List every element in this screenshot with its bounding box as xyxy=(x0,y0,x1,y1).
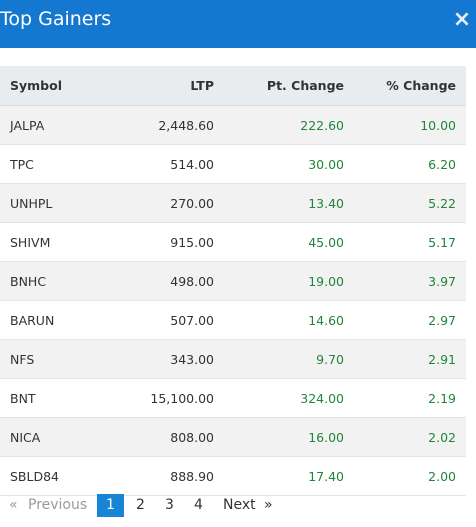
symbol-cell[interactable]: BNHC xyxy=(0,261,120,301)
ltp-cell: 888.90 xyxy=(120,456,214,496)
symbol-cell[interactable]: BARUN xyxy=(0,300,120,340)
pct-change-cell: 2.97 xyxy=(344,300,466,340)
page-button-1[interactable]: 1 xyxy=(97,494,124,517)
table-row[interactable]: SBLD84 888.90 17.40 2.00 xyxy=(0,456,466,496)
ltp-cell: 270.00 xyxy=(120,183,214,223)
column-header-pct-change[interactable]: % Change xyxy=(344,66,466,106)
pct-change-cell: 5.22 xyxy=(344,183,466,223)
pt-change-cell: 17.40 xyxy=(214,456,344,496)
symbol-cell[interactable]: TPC xyxy=(0,144,120,184)
modal-title: Top Gainers xyxy=(0,8,112,30)
ltp-cell: 507.00 xyxy=(120,300,214,340)
symbol-cell[interactable]: SHIVM xyxy=(0,222,120,262)
ltp-cell: 808.00 xyxy=(120,417,214,457)
next-page-button[interactable]: Next xyxy=(223,497,256,513)
pt-change-cell: 14.60 xyxy=(214,300,344,340)
pt-change-cell: 9.70 xyxy=(214,339,344,379)
table-row[interactable]: SHIVM 915.00 45.00 5.17 xyxy=(0,222,466,262)
column-header-ltp[interactable]: LTP xyxy=(120,66,214,106)
pt-change-cell: 16.00 xyxy=(214,417,344,457)
symbol-cell[interactable]: NICA xyxy=(0,417,120,457)
ltp-cell: 15,100.00 xyxy=(120,378,214,418)
pct-change-cell: 10.00 xyxy=(344,105,466,145)
pct-change-cell: 2.91 xyxy=(344,339,466,379)
ltp-cell: 2,448.60 xyxy=(120,105,214,145)
close-icon[interactable]: × xyxy=(452,7,472,32)
pct-change-cell: 3.97 xyxy=(344,261,466,301)
table-row[interactable]: NICA 808.00 16.00 2.02 xyxy=(0,417,466,457)
table-row[interactable]: BNT 15,100.00 324.00 2.19 xyxy=(0,378,466,418)
modal-header: Top Gainers × xyxy=(0,0,476,48)
page-button-3[interactable]: 3 xyxy=(165,497,174,513)
symbol-cell[interactable]: BNT xyxy=(0,378,120,418)
pct-change-cell: 5.17 xyxy=(344,222,466,262)
table-row[interactable]: NFS 343.00 9.70 2.91 xyxy=(0,339,466,379)
table-row[interactable]: TPC 514.00 30.00 6.20 xyxy=(0,144,466,184)
symbol-cell[interactable]: JALPA xyxy=(0,105,120,145)
column-header-pt-change[interactable]: Pt. Change xyxy=(214,66,344,106)
table-header-row: Symbol LTP Pt. Change % Change xyxy=(0,66,466,106)
table-row[interactable]: UNHPL 270.00 13.40 5.22 xyxy=(0,183,466,223)
previous-page-button: Previous xyxy=(28,497,88,513)
gainers-table-container: Symbol LTP Pt. Change % Change JALPA 2,4… xyxy=(0,66,466,496)
previous-arrow-icon: « xyxy=(9,497,18,513)
next-arrow-icon[interactable]: » xyxy=(264,497,273,513)
pagination: « Previous 1 2 3 4 Next » xyxy=(0,494,476,517)
pt-change-cell: 19.00 xyxy=(214,261,344,301)
gainers-table: Symbol LTP Pt. Change % Change JALPA 2,4… xyxy=(0,66,466,496)
symbol-cell[interactable]: SBLD84 xyxy=(0,456,120,496)
column-header-symbol[interactable]: Symbol xyxy=(0,66,120,106)
table-row[interactable]: JALPA 2,448.60 222.60 10.00 xyxy=(0,105,466,145)
ltp-cell: 343.00 xyxy=(120,339,214,379)
pt-change-cell: 45.00 xyxy=(214,222,344,262)
pt-change-cell: 13.40 xyxy=(214,183,344,223)
pt-change-cell: 30.00 xyxy=(214,144,344,184)
pct-change-cell: 2.00 xyxy=(344,456,466,496)
ltp-cell: 915.00 xyxy=(120,222,214,262)
pt-change-cell: 324.00 xyxy=(214,378,344,418)
ltp-cell: 514.00 xyxy=(120,144,214,184)
pct-change-cell: 6.20 xyxy=(344,144,466,184)
pt-change-cell: 222.60 xyxy=(214,105,344,145)
page-button-4[interactable]: 4 xyxy=(194,497,203,513)
pct-change-cell: 2.02 xyxy=(344,417,466,457)
ltp-cell: 498.00 xyxy=(120,261,214,301)
table-row[interactable]: BNHC 498.00 19.00 3.97 xyxy=(0,261,466,301)
symbol-cell[interactable]: NFS xyxy=(0,339,120,379)
table-row[interactable]: BARUN 507.00 14.60 2.97 xyxy=(0,300,466,340)
symbol-cell[interactable]: UNHPL xyxy=(0,183,120,223)
pct-change-cell: 2.19 xyxy=(344,378,466,418)
page-button-2[interactable]: 2 xyxy=(136,497,145,513)
